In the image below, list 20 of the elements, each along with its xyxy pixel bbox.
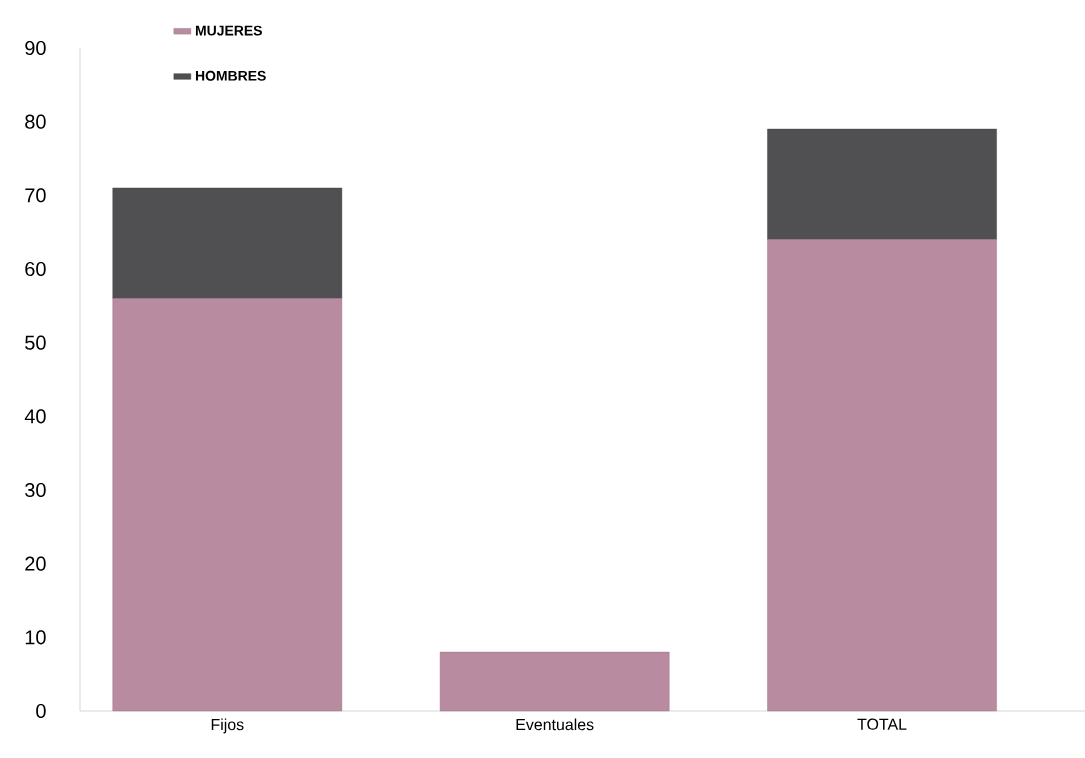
x-tick-label: TOTAL xyxy=(857,718,907,730)
y-tick-label: 30 xyxy=(25,482,46,498)
x-tick-label: Eventuales xyxy=(516,718,594,731)
y-tick-label: 50 xyxy=(25,335,46,350)
bar xyxy=(112,187,343,299)
bar xyxy=(767,239,997,712)
legend-label: MUJERES xyxy=(195,25,262,36)
y-tick-label: 70 xyxy=(25,188,46,203)
y-tick-label: 40 xyxy=(24,409,46,424)
legend-label: HOMBRES xyxy=(195,70,266,81)
y-tick-label: 90 xyxy=(25,40,46,56)
y-tick-label: 60 xyxy=(25,261,46,277)
bar xyxy=(767,128,997,240)
y-tick-label: 20 xyxy=(25,556,46,571)
y-tick-label: 0 xyxy=(36,703,46,719)
y-tick-label: 80 xyxy=(25,114,46,129)
x-tick-label: Fijos xyxy=(211,718,244,734)
y-tick-label: 10 xyxy=(25,630,46,645)
bar xyxy=(439,651,670,712)
bar xyxy=(112,298,343,712)
